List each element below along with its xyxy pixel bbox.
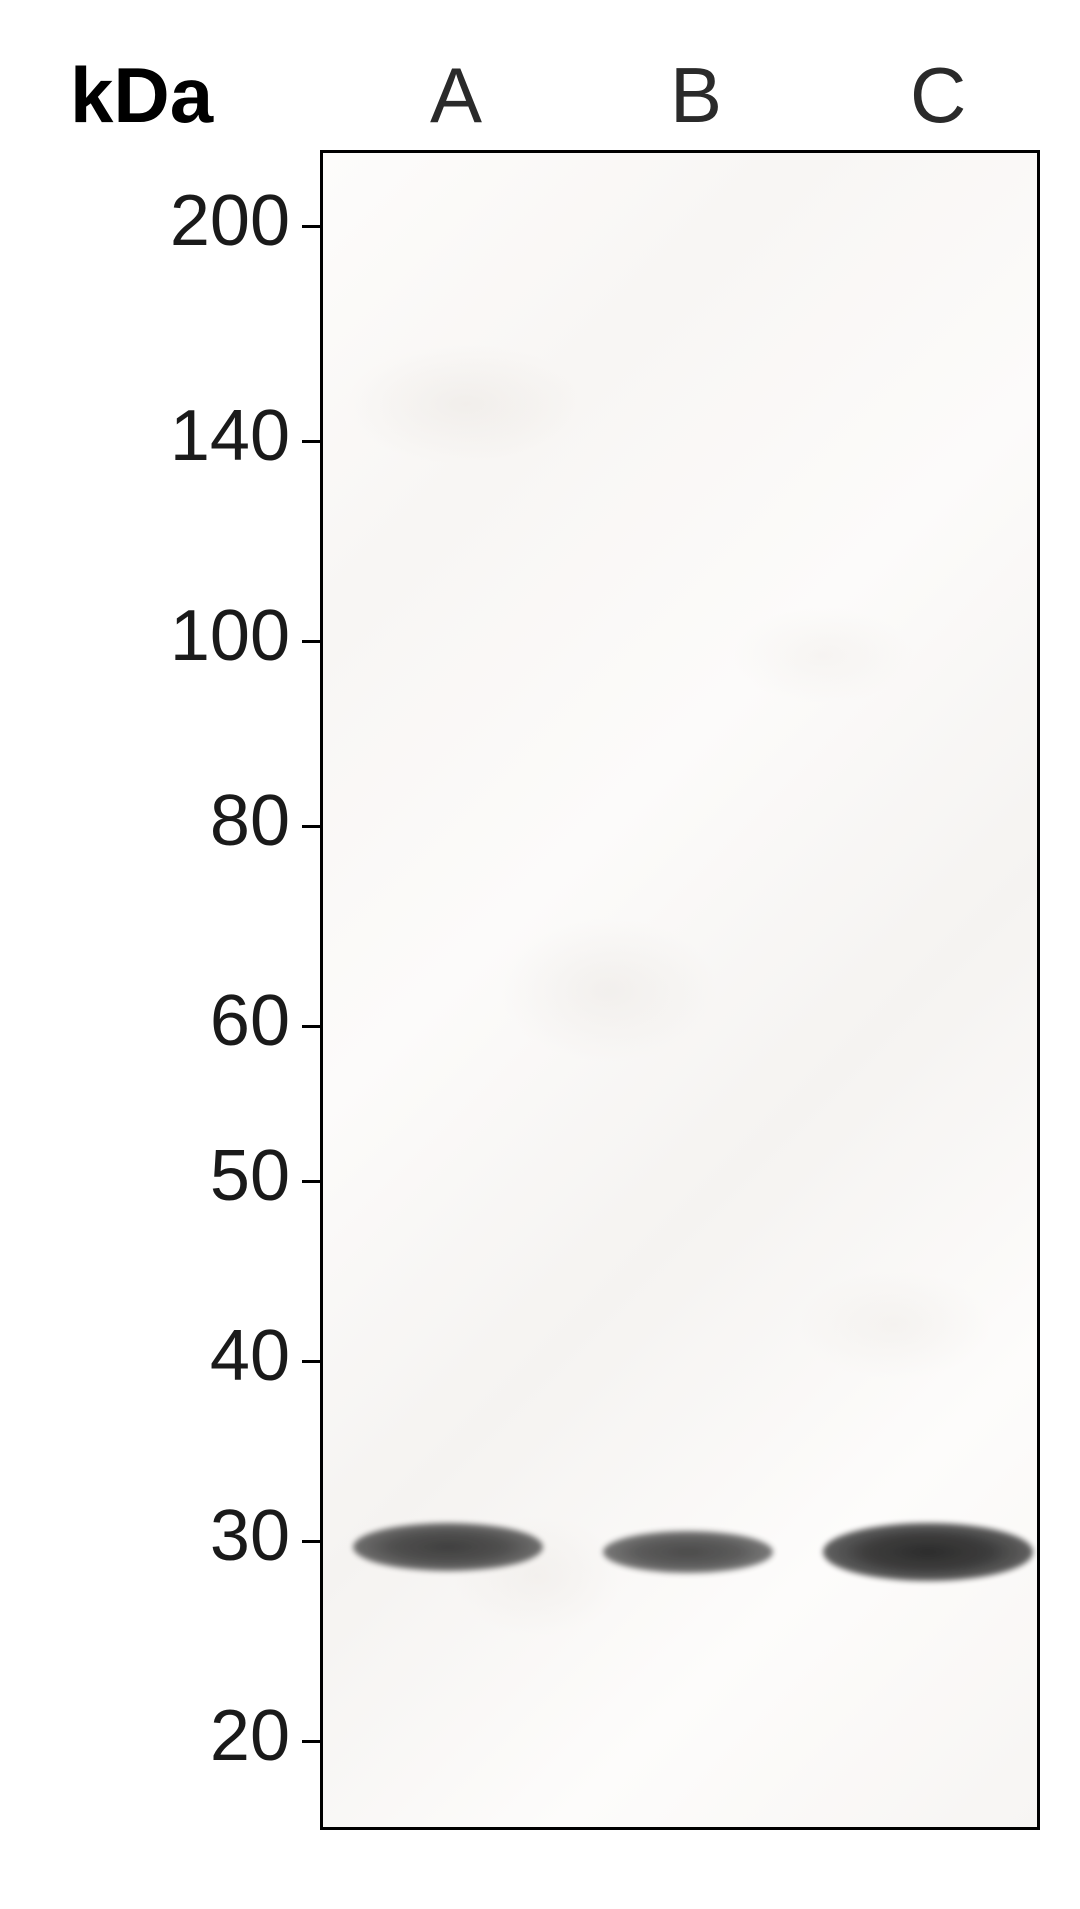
y-tick-mark bbox=[302, 225, 322, 228]
lane-label-a: A bbox=[430, 50, 482, 141]
band-lane-b bbox=[603, 1531, 773, 1573]
y-axis-title: kDa bbox=[70, 50, 213, 141]
y-tick-mark bbox=[302, 1360, 322, 1363]
western-blot-container: kDa A B C 200 140 100 80 60 50 40 30 20 bbox=[30, 40, 1050, 1870]
y-tick-mark bbox=[302, 1025, 322, 1028]
y-tick-label: 100 bbox=[90, 595, 290, 677]
y-tick-mark bbox=[302, 1540, 322, 1543]
y-tick-label: 50 bbox=[90, 1135, 290, 1217]
blot-membrane-frame bbox=[320, 150, 1040, 1830]
y-tick-label: 200 bbox=[90, 180, 290, 262]
lane-label-b: B bbox=[670, 50, 722, 141]
y-tick-label: 80 bbox=[90, 780, 290, 862]
y-tick-label: 40 bbox=[90, 1315, 290, 1397]
lane-label-c: C bbox=[910, 50, 966, 141]
y-tick-mark bbox=[302, 825, 322, 828]
band-lane-a bbox=[353, 1523, 543, 1571]
y-tick-label: 140 bbox=[90, 395, 290, 477]
y-tick-mark bbox=[302, 640, 322, 643]
y-tick-mark bbox=[302, 440, 322, 443]
y-tick-label: 30 bbox=[90, 1495, 290, 1577]
y-tick-mark bbox=[302, 1740, 322, 1743]
y-tick-mark bbox=[302, 1180, 322, 1183]
y-tick-label: 60 bbox=[90, 980, 290, 1062]
y-tick-label: 20 bbox=[90, 1695, 290, 1777]
header-row: kDa A B C bbox=[30, 40, 1050, 150]
band-lane-c bbox=[823, 1523, 1033, 1581]
